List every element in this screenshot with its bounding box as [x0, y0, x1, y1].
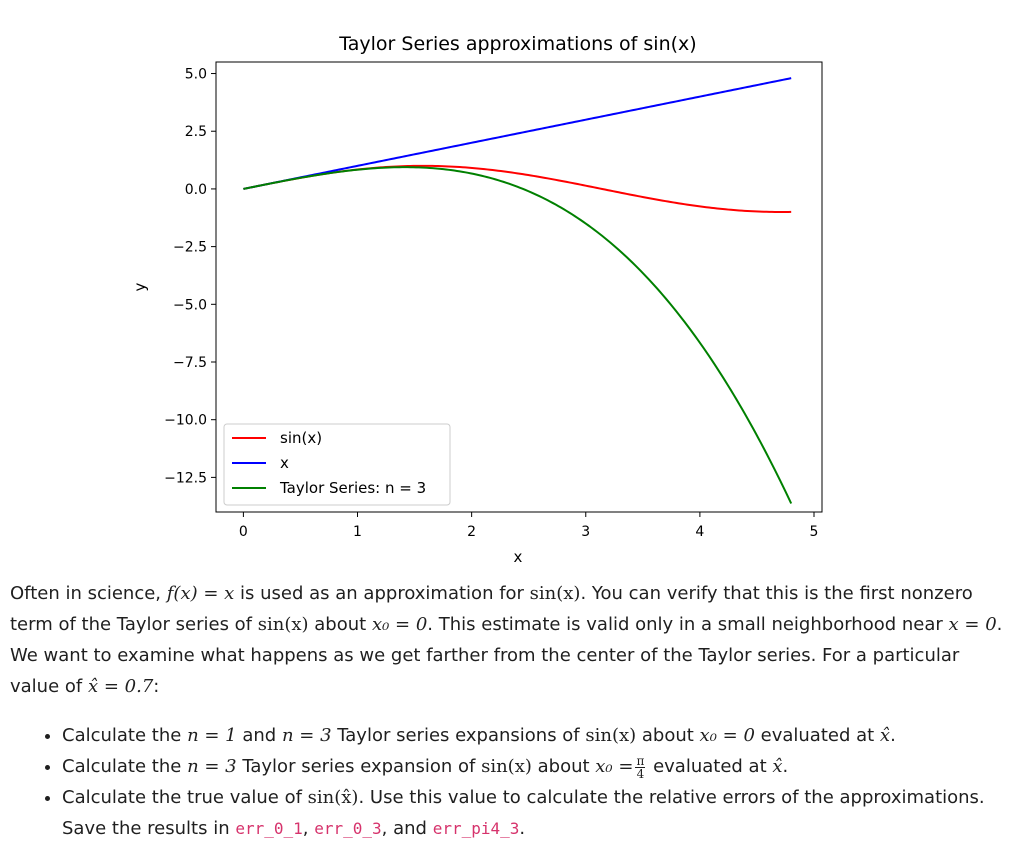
- math-x0: x₀ =: [595, 756, 634, 777]
- task-item: Calculate the n = 3 Taylor series expans…: [62, 751, 1014, 782]
- task-text: Taylor series expansions of: [331, 725, 586, 746]
- task-list: Calculate the n = 1 and n = 3 Taylor ser…: [10, 720, 1014, 844]
- task-text: .: [890, 725, 896, 746]
- code-err-pi4-3: err_pi4_3: [432, 819, 520, 838]
- taylor-series-figure: Taylor Series approximations of sin(x) 5…: [131, 33, 823, 566]
- task-text: ,: [302, 818, 315, 839]
- task-item: Calculate the n = 1 and n = 3 Taylor ser…: [62, 720, 1014, 751]
- x-tick-label: 3: [581, 524, 590, 540]
- y-tick-label: 5.0: [185, 67, 207, 83]
- fraction-numerator: π: [635, 753, 646, 768]
- x-tick-label: 1: [353, 524, 362, 540]
- series-line: [243, 166, 793, 504]
- task-item: Calculate the true value of sin(x̂). Use…: [62, 782, 1014, 844]
- y-tick-label: 2.5: [185, 124, 207, 140]
- code-err-0-3: err_0_3: [314, 819, 382, 838]
- math-x-equals-0: x = 0: [948, 614, 997, 635]
- math-sin-x: sin(x): [481, 756, 532, 777]
- y-axis-label: y: [131, 282, 149, 291]
- task-text: about: [636, 725, 700, 746]
- math-x0: x₀ = 0: [699, 725, 755, 746]
- description-text: Often in science, f(x) = x is used as an…: [10, 578, 1014, 844]
- task-text: .: [782, 756, 789, 777]
- math-sin-x: sin(x): [585, 725, 637, 746]
- math-n3: n = 3: [281, 725, 332, 746]
- x-axis-label: x: [514, 548, 523, 566]
- task-text: evaluated at: [647, 756, 773, 777]
- y-tick-label: −10.0: [164, 413, 207, 429]
- y-tick-label: −5.0: [173, 297, 207, 313]
- task-text: Taylor series expansion of: [236, 756, 482, 777]
- intro-paragraph: Often in science, f(x) = x is used as an…: [10, 578, 1014, 702]
- task-text: . Use this value to calculate the relati…: [62, 787, 985, 839]
- math-xhat: x̂: [772, 756, 783, 777]
- fraction-denominator: 4: [636, 766, 645, 781]
- intro-text: . We want to examine what happens as we …: [10, 614, 1003, 697]
- y-tick-label: −2.5: [173, 240, 207, 256]
- math-sin-x: sin(x): [257, 614, 309, 635]
- task-text: .: [519, 818, 526, 839]
- intro-text: . This estimate is valid only in a small…: [427, 614, 949, 635]
- x-tick-label: 5: [810, 524, 819, 540]
- task-text: evaluated at: [754, 725, 880, 746]
- task-text: Calculate the: [62, 725, 188, 746]
- y-tick-label: −7.5: [173, 355, 207, 371]
- math-xhat: x̂: [879, 725, 891, 746]
- intro-text: :: [153, 676, 160, 697]
- math-n3: n = 3: [187, 756, 237, 777]
- math-f-of-x: f(x) = x: [166, 583, 235, 604]
- x-tick-label: 0: [239, 524, 248, 540]
- math-n1: n = 1: [187, 725, 237, 746]
- legend-label: x: [280, 454, 289, 472]
- y-axis: 5.0 2.5 0.0 −2.5 −5.0 −7.5 −10.0 −12.5: [164, 67, 216, 486]
- chart-title: Taylor Series approximations of sin(x): [338, 33, 696, 55]
- task-text: Calculate the: [62, 756, 188, 777]
- code-err-0-1: err_0_1: [235, 819, 303, 838]
- legend-label: sin(x): [280, 429, 322, 447]
- intro-text: is used as an approximation for: [234, 583, 530, 604]
- y-tick-label: 0.0: [185, 182, 207, 198]
- intro-text: about: [308, 614, 372, 635]
- task-text: and: [236, 725, 282, 746]
- legend-label: Taylor Series: n = 3: [279, 479, 426, 497]
- math-xhat-value: x̂ = 0.7: [87, 676, 154, 697]
- x-tick-label: 4: [695, 524, 704, 540]
- math-x0: x₀ = 0: [371, 614, 428, 635]
- math-sin-xhat: sin(x̂): [307, 787, 359, 808]
- x-tick-label: 2: [467, 524, 476, 540]
- intro-text: . You can verify that this is the first …: [10, 583, 973, 635]
- x-axis: 0 1 2 3 4 5: [239, 512, 819, 540]
- task-text: Calculate the true value of: [62, 787, 308, 808]
- task-text: about: [531, 756, 596, 777]
- y-tick-label: −12.5: [164, 470, 207, 486]
- legend-box: [223, 423, 451, 506]
- plot-lines: [243, 77, 793, 504]
- intro-text: Often in science,: [10, 583, 167, 604]
- legend: sin(x) x Taylor Series: n = 3: [223, 423, 451, 506]
- task-text: , and: [381, 818, 433, 839]
- math-sin-x: sin(x): [529, 583, 581, 604]
- series-line: [243, 77, 792, 190]
